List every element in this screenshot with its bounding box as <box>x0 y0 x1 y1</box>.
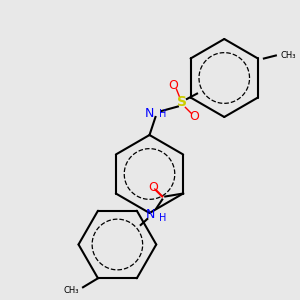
Text: O: O <box>148 181 158 194</box>
Text: O: O <box>169 79 178 92</box>
Text: O: O <box>189 110 199 124</box>
Text: S: S <box>177 95 188 109</box>
Text: CH₃: CH₃ <box>280 51 296 60</box>
Text: N: N <box>145 107 154 121</box>
Text: H: H <box>159 109 167 119</box>
Text: H: H <box>159 212 166 223</box>
Text: CH₃: CH₃ <box>63 286 79 295</box>
Text: N: N <box>146 208 155 221</box>
